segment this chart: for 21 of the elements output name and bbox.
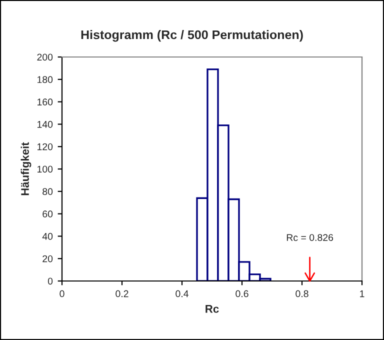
y-tick-label: 120 (37, 143, 53, 150)
x-tick-label: 0 (60, 290, 64, 298)
chart-title: Histogramm (Rc / 500 Permutationen) (81, 30, 303, 42)
y-tick-label: 160 (37, 98, 53, 106)
x-axis-title: Rc (206, 305, 219, 313)
y-tick-label: 20 (42, 255, 53, 262)
y-tick-label: 80 (42, 188, 53, 196)
y-tick-label: 180 (37, 76, 53, 84)
y-tick-label: 200 (37, 54, 53, 61)
x-tick-label: 1 (360, 290, 364, 298)
x-tick-label: 0.4 (176, 290, 188, 298)
y-tick-label: 0 (48, 278, 53, 285)
y-tick-label: 60 (42, 210, 53, 218)
x-tick-label: 0.8 (296, 290, 308, 298)
x-tick-label: 0.2 (116, 290, 128, 298)
x-tick-label: 0.6 (236, 290, 248, 298)
y-tick-label: 100 (37, 166, 53, 173)
y-tick-label: 40 (42, 232, 53, 240)
y-axis-title: Häufigkeit (20, 142, 32, 196)
y-tick-label: 140 (37, 120, 53, 128)
ref-line-label: Rc = 0.826 (286, 234, 334, 241)
